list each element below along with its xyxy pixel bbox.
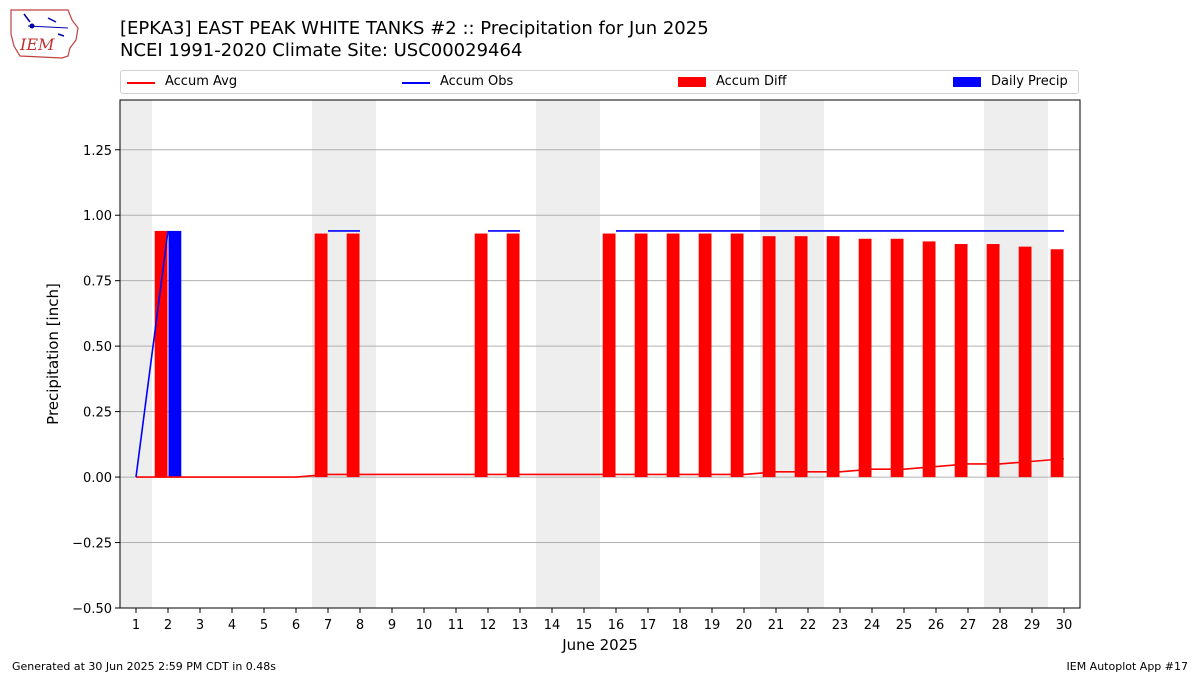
x-tick-label: 8 (356, 618, 364, 633)
x-tick-label: 7 (324, 618, 332, 633)
bar-accum-diff-day-29 (1018, 246, 1032, 478)
x-tick-label: 25 (896, 618, 913, 633)
plot-frame (119, 99, 1081, 609)
lines (135, 230, 1065, 478)
x-tick-label: 23 (832, 618, 849, 633)
x-tick-label: 5 (260, 618, 268, 633)
x-tick-label: 21 (768, 618, 785, 633)
shade-day-14 (536, 100, 568, 608)
x-tick-label: 9 (388, 618, 396, 633)
x-tick-label: 28 (992, 618, 1009, 633)
bar-accum-diff-day-24 (858, 238, 872, 478)
x-tick-label: 10 (416, 618, 433, 633)
weekend-shading (120, 100, 1048, 608)
x-tick-label: 11 (448, 618, 465, 633)
x-tick-label: 22 (800, 618, 817, 633)
line-accum-obs-segment (135, 230, 169, 478)
y-tick-label: 1.25 (83, 144, 112, 159)
y-tick-label: −0.50 (72, 602, 112, 617)
x-tick-label: 24 (864, 618, 881, 633)
bar-accum-diff-day-21 (762, 236, 776, 478)
x-tick-label: 30 (1056, 618, 1073, 633)
line-accum-avg (136, 457, 1065, 478)
bar-accum-diff-day-12 (474, 233, 488, 478)
x-tick-label: 3 (196, 618, 204, 633)
bar-accum-diff-day-13 (506, 233, 520, 478)
x-tick-label: 4 (228, 618, 236, 633)
bar-accum-diff-day-23 (826, 236, 840, 478)
x-tick-label: 14 (544, 618, 561, 633)
bar-accum-diff-day-25 (890, 238, 904, 478)
bar-accum-diff-day-26 (922, 241, 936, 478)
bar-accum-diff-day-19 (698, 233, 712, 478)
x-tick-label: 20 (736, 618, 753, 633)
bar-accum-diff-day-20 (730, 233, 744, 478)
bar-accum-diff-day-22 (794, 236, 808, 478)
y-axis-label: Precipitation [inch] (44, 283, 62, 425)
shade-day-1 (120, 100, 152, 608)
x-axis-label: June 2025 (561, 636, 638, 654)
y-tick-label: 1.00 (83, 209, 112, 224)
x-tick-label: 27 (960, 618, 977, 633)
legend-label-accum-avg: Accum Avg (165, 74, 238, 89)
bar-accum-diff-day-16 (602, 233, 616, 478)
logo-text: IEM (19, 35, 55, 54)
footer-generated: Generated at 30 Jun 2025 2:59 PM CDT in … (12, 660, 277, 673)
x-tick-label: 6 (292, 618, 300, 633)
x-tick-label: 13 (512, 618, 529, 633)
bar-accum-diff-day-2 (154, 230, 168, 478)
x-tick-label: 16 (608, 618, 625, 633)
legend-swatch-accum-obs (402, 82, 430, 84)
y-tick-label: 0.75 (83, 275, 112, 290)
bar-accum-diff-day-8 (346, 233, 360, 478)
bars (154, 230, 1064, 478)
bar-accum-diff-day-7 (314, 233, 328, 478)
x-tick-label: 29 (1024, 618, 1041, 633)
x-tick-label: 17 (640, 618, 657, 633)
bar-accum-diff-day-18 (666, 233, 680, 478)
chart-title: [EPKA3] EAST PEAK WHITE TANKS #2 :: Prec… (120, 18, 709, 39)
bar-daily-precip-day-2 (168, 230, 182, 478)
x-tick-label: 12 (480, 618, 497, 633)
legend-swatch-accum-diff (678, 77, 706, 87)
bar-accum-diff-day-27 (954, 244, 968, 478)
y-tick-label: 0.50 (83, 340, 112, 355)
iem-logo: IEM (10, 9, 79, 59)
legend-label-accum-obs: Accum Obs (440, 74, 514, 89)
x-tick-label: 1 (132, 618, 140, 633)
bar-accum-diff-day-28 (986, 244, 1000, 478)
x-tick-label: 15 (576, 618, 593, 633)
x-tick-label: 26 (928, 618, 945, 633)
legend-swatch-accum-avg (127, 82, 155, 84)
legend-swatch-daily-precip (953, 77, 981, 87)
footer-app: IEM Autoplot App #17 (1066, 660, 1189, 673)
axes: −0.50−0.250.000.250.500.751.001.251 2 3 4 5 6… (72, 144, 1072, 633)
x-tick-label: 18 (672, 618, 689, 633)
y-tick-label: 0.25 (83, 406, 112, 421)
bar-accum-diff-day-30 (1050, 249, 1064, 478)
legend-label-accum-diff: Accum Diff (716, 74, 787, 89)
y-tick-label: −0.25 (72, 537, 112, 552)
chart-subtitle: NCEI 1991-2020 Climate Site: USC00029464 (120, 40, 523, 61)
bar-accum-diff-day-17 (634, 233, 648, 478)
legend-label-daily-precip: Daily Precip (991, 74, 1068, 89)
x-tick-label: 19 (704, 618, 721, 633)
x-tick-label: 2 (164, 618, 172, 633)
chart-legend: Accum Avg Accum Obs Accum Diff Daily Pre… (120, 70, 1079, 94)
y-tick-label: 0.00 (83, 471, 112, 486)
shade-day-15 (568, 100, 600, 608)
